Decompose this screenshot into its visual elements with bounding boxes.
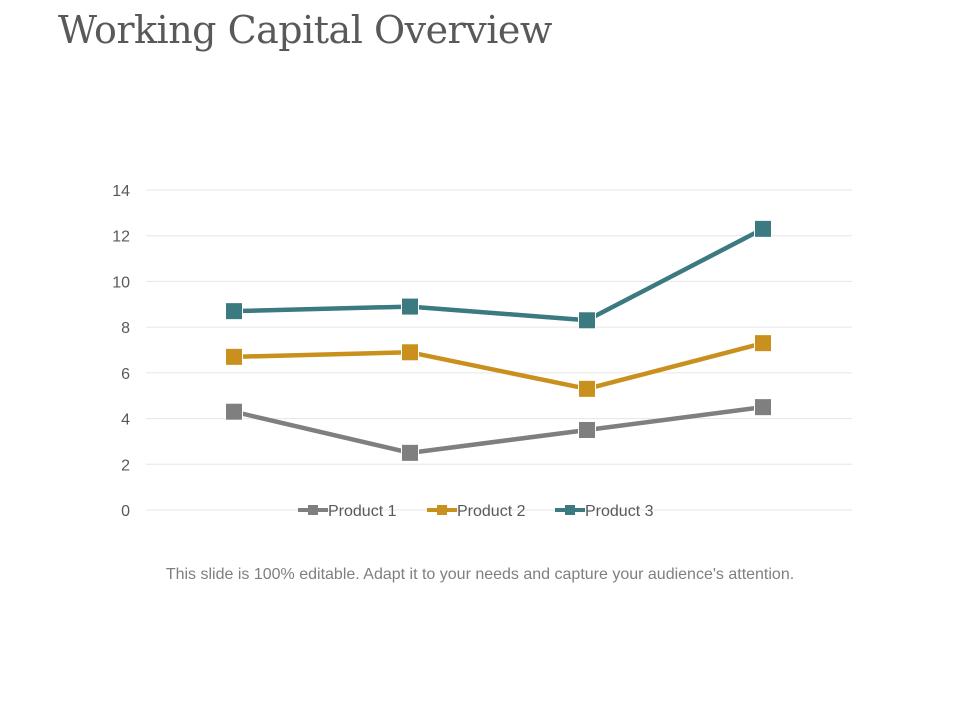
legend-label: Product 1: [328, 503, 397, 520]
data-point-marker: [401, 443, 419, 462]
data-point-marker: [578, 311, 596, 330]
legend-item: Product 3: [555, 503, 654, 520]
data-point-marker: [401, 343, 419, 362]
series-line: [233, 226, 765, 323]
data-point-marker: [754, 219, 772, 238]
y-tick-label: 0: [121, 503, 130, 520]
legend-item: Product 1: [298, 503, 397, 520]
y-tick-label: 2: [121, 457, 130, 474]
y-tick-label: 6: [121, 366, 130, 383]
page-title: Working Capital Overview: [58, 8, 552, 52]
y-tick-label: 12: [112, 229, 130, 246]
series-line: [233, 404, 764, 456]
data-point-marker: [578, 379, 596, 398]
legend-swatch-marker: [308, 505, 318, 515]
series-line: [233, 340, 764, 392]
y-tick-label: 10: [112, 274, 130, 291]
slide-caption: This slide is 100% editable. Adapt it to…: [165, 566, 795, 583]
series-lines: [225, 219, 772, 462]
y-tick-label: 14: [112, 183, 130, 200]
data-point-marker: [225, 347, 243, 366]
y-tick-label: 4: [121, 412, 130, 429]
y-axis-ticks: 0 2 4 6 8 10 12 14: [112, 183, 130, 520]
legend: Product 1 Product 2 Product 3: [298, 503, 654, 520]
data-point-marker: [754, 334, 772, 353]
data-point-marker: [225, 402, 243, 421]
series-3: [225, 219, 772, 330]
legend-swatch-marker: [565, 505, 575, 515]
legend-label: Product 2: [457, 503, 526, 520]
legend-label: Product 3: [585, 503, 654, 520]
legend-swatch-marker: [437, 505, 447, 515]
y-tick-label: 8: [121, 320, 130, 337]
data-point-marker: [754, 398, 772, 417]
series-1: [225, 398, 772, 462]
data-point-marker: [401, 297, 419, 316]
data-point-marker: [578, 421, 596, 439]
series-2: [225, 334, 772, 398]
legend-item: Product 2: [427, 503, 526, 520]
data-point-marker: [225, 302, 243, 321]
